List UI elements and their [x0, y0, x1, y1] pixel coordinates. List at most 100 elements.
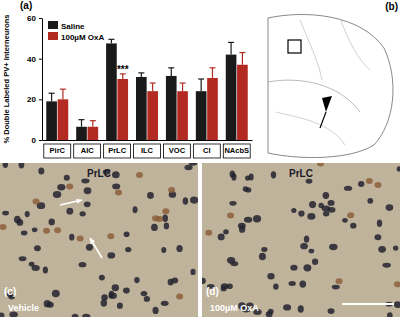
x-tick: AIC — [74, 144, 101, 158]
category-box — [44, 144, 71, 158]
x-tick: ILC — [134, 144, 161, 158]
error-cap — [168, 67, 174, 68]
cell — [19, 256, 27, 261]
x-tick: CI — [193, 144, 220, 158]
y-tick: 20 — [27, 95, 42, 104]
y-tick: 0 — [32, 136, 42, 145]
error-cap — [138, 72, 144, 73]
ventricle — [322, 96, 332, 112]
bar — [117, 79, 128, 140]
cell — [161, 247, 166, 253]
x-tick-label: VOC — [169, 146, 186, 155]
x-tick-label: CI — [203, 146, 211, 155]
cell — [112, 171, 120, 178]
cell — [393, 245, 398, 250]
error-cap — [180, 82, 186, 83]
cell — [112, 284, 119, 291]
cell — [202, 278, 206, 284]
cell — [144, 296, 150, 302]
x-tick: PirC — [44, 144, 71, 158]
cell — [25, 211, 30, 217]
cell — [304, 236, 309, 243]
plot-marks — [46, 39, 247, 140]
error-bar — [182, 83, 183, 91]
cell — [14, 216, 21, 224]
error-bar — [242, 53, 243, 65]
cell — [84, 187, 92, 194]
cell — [29, 262, 35, 267]
brain-line — [268, 80, 360, 112]
cell — [124, 231, 130, 237]
figure: 0204060PirCAICPrLCILCVOCCINAcbS% Double … — [0, 0, 400, 317]
cell — [38, 167, 44, 174]
stained-cell — [0, 224, 7, 230]
category-box — [223, 144, 250, 158]
cell — [238, 223, 246, 229]
stained-cell — [168, 187, 175, 193]
stained-cell — [176, 294, 183, 300]
stained-cell — [394, 281, 400, 287]
scale-bar — [342, 303, 394, 305]
bar — [226, 55, 237, 140]
x-tick-label: PirC — [50, 146, 66, 155]
cell — [176, 245, 182, 252]
y-tick-mark — [39, 99, 42, 100]
cell — [223, 229, 229, 234]
cell — [273, 283, 279, 289]
cell — [253, 215, 261, 223]
cell — [329, 244, 338, 250]
micrograph-bg — [0, 163, 198, 317]
cell — [52, 290, 60, 298]
stained-cell — [54, 227, 61, 233]
cell — [133, 206, 138, 213]
category-box — [193, 144, 220, 158]
micrograph-region: PrLC — [87, 168, 111, 179]
cell — [300, 243, 308, 249]
cell — [53, 191, 61, 198]
legend-item: 100µM OxA — [48, 32, 105, 42]
error-bar — [81, 120, 82, 127]
error-cap — [198, 78, 204, 79]
error-bar — [92, 121, 93, 127]
series — [46, 39, 236, 140]
cell — [291, 208, 296, 213]
x-axis: PirCAICPrLCILCVOCCINAcbS — [43, 141, 253, 159]
y-tick: 60 — [27, 14, 42, 23]
arrow-head — [76, 199, 82, 204]
category-box — [104, 144, 131, 158]
brain-diagram — [268, 14, 393, 157]
cell — [332, 285, 340, 290]
error-cap — [239, 52, 245, 53]
cell — [309, 249, 315, 254]
cell — [79, 211, 85, 216]
bar — [106, 43, 117, 140]
cell — [312, 258, 318, 264]
arrow-head — [90, 238, 95, 244]
micrograph-condition: Vehicle — [8, 303, 39, 313]
stained-cell — [115, 190, 122, 196]
cell — [283, 304, 291, 310]
stained-cell — [374, 182, 381, 188]
arrow — [90, 238, 102, 258]
stained-cell — [107, 233, 114, 239]
error-bar — [230, 42, 231, 54]
legend-swatch — [48, 21, 58, 29]
y-tick-label: 0 — [32, 136, 37, 145]
stained-cell — [66, 183, 73, 189]
stained-cell — [162, 208, 169, 214]
cell — [49, 219, 55, 226]
y-tick-mark — [39, 18, 42, 19]
cell — [101, 294, 107, 301]
cell — [382, 263, 390, 268]
y-tick-label: 60 — [27, 14, 36, 23]
y-axis: 0204060 — [27, 14, 42, 145]
legend: Saline100µM OxA — [48, 21, 105, 42]
cell — [162, 214, 168, 222]
cell — [117, 302, 123, 308]
cell — [134, 277, 140, 283]
cell — [350, 223, 356, 229]
stained-cell — [33, 198, 40, 204]
micrograph-region: PrLC — [289, 168, 313, 179]
cell — [289, 281, 296, 286]
cell — [183, 197, 188, 204]
